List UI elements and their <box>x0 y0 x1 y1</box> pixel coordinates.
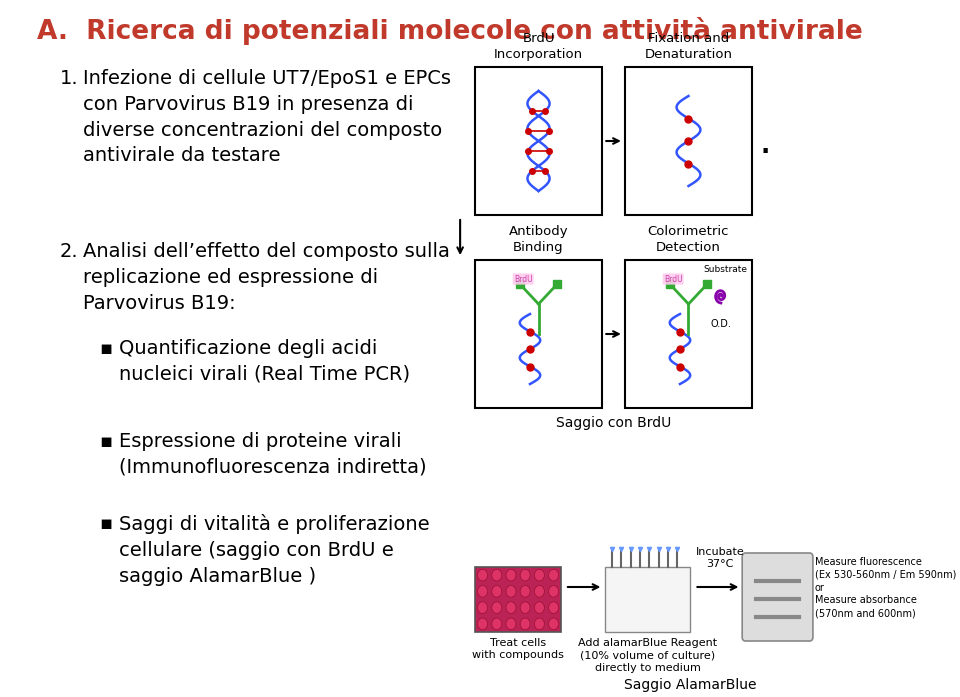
Bar <box>475 67 602 215</box>
Text: Measure fluorescence
(Ex 530-560nm / Em 590nm)
or
Measure absorbance
(570nm and : Measure fluorescence (Ex 530-560nm / Em … <box>815 557 956 618</box>
Circle shape <box>477 569 488 581</box>
Text: BrdU: BrdU <box>514 275 533 284</box>
Circle shape <box>506 618 516 629</box>
Circle shape <box>477 585 488 597</box>
Circle shape <box>520 585 530 597</box>
Text: BrdU
Incorporation: BrdU Incorporation <box>494 32 583 61</box>
Bar <box>475 567 561 632</box>
Text: Saggio con BrdU: Saggio con BrdU <box>556 416 671 430</box>
Text: Incubate
37°C: Incubate 37°C <box>696 547 744 569</box>
Text: O.D.: O.D. <box>710 319 732 329</box>
Text: Antibody
Binding: Antibody Binding <box>509 225 568 254</box>
Text: 1.: 1. <box>60 69 79 88</box>
Text: Add alamarBlue Reagent
(10% volume of culture)
directly to medium: Add alamarBlue Reagent (10% volume of cu… <box>578 638 717 673</box>
Text: Infezione di cellule UT7/EpoS1 e EPCs
con Parvovirus B19 in presenza di
diverse : Infezione di cellule UT7/EpoS1 e EPCs co… <box>84 69 451 165</box>
Circle shape <box>535 602 544 613</box>
Circle shape <box>548 618 559 629</box>
Circle shape <box>520 618 530 629</box>
Bar <box>625 67 752 215</box>
Text: Espressione di proteine virali
(Immunofluorescenza indiretta): Espressione di proteine virali (Immunofl… <box>119 432 427 477</box>
Circle shape <box>535 618 544 629</box>
Bar <box>625 260 752 408</box>
Circle shape <box>548 569 559 581</box>
Text: .: . <box>758 120 772 162</box>
Circle shape <box>477 618 488 629</box>
Text: Colorimetric
Detection: Colorimetric Detection <box>648 225 730 254</box>
Text: 2.: 2. <box>60 242 79 261</box>
Circle shape <box>492 585 502 597</box>
FancyBboxPatch shape <box>742 553 813 641</box>
Circle shape <box>520 602 530 613</box>
Circle shape <box>492 602 502 613</box>
Text: BrdU: BrdU <box>664 275 683 284</box>
Circle shape <box>535 569 544 581</box>
Text: ▪: ▪ <box>99 339 112 358</box>
Text: ▪: ▪ <box>99 432 112 451</box>
Text: Fixation and
Denaturation: Fixation and Denaturation <box>644 32 732 61</box>
Circle shape <box>477 602 488 613</box>
Circle shape <box>535 585 544 597</box>
Text: Saggio AlamarBlue: Saggio AlamarBlue <box>624 678 756 692</box>
Circle shape <box>506 602 516 613</box>
Text: Treat cells
with compounds: Treat cells with compounds <box>472 638 564 660</box>
Text: Saggi di vitalità e proliferazione
cellulare (saggio con BrdU e
saggio AlamarBlu: Saggi di vitalità e proliferazione cellu… <box>119 514 430 585</box>
Circle shape <box>506 569 516 581</box>
Circle shape <box>520 569 530 581</box>
Circle shape <box>548 602 559 613</box>
Text: A.  Ricerca di potenziali molecole con attività antivirale: A. Ricerca di potenziali molecole con at… <box>37 17 863 45</box>
Bar <box>605 567 690 632</box>
Circle shape <box>492 618 502 629</box>
Circle shape <box>506 585 516 597</box>
Circle shape <box>492 569 502 581</box>
Bar <box>475 260 602 408</box>
Text: ▪: ▪ <box>99 514 112 533</box>
Text: Substrate: Substrate <box>704 265 747 274</box>
Text: Quantificazione degli acidi
nucleici virali (Real Time PCR): Quantificazione degli acidi nucleici vir… <box>119 339 410 384</box>
Text: Analisi dell’effetto del composto sulla
replicazione ed espressione di
Parvoviru: Analisi dell’effetto del composto sulla … <box>84 242 450 312</box>
Circle shape <box>548 585 559 597</box>
